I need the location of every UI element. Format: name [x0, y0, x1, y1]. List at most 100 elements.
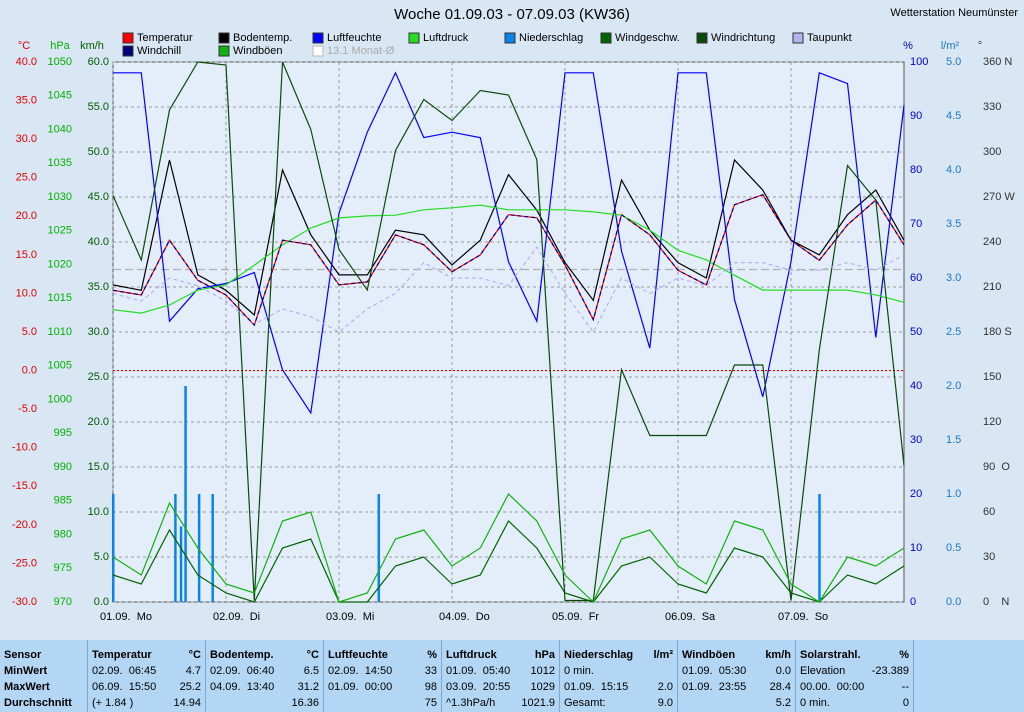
table-cell: 02.09. 06:40 6.5 [210, 663, 319, 679]
row-label-text: Sensor [4, 649, 42, 661]
column-unit: % [899, 649, 909, 661]
table-cell: 01.09. 15:15 2.0 [564, 679, 673, 695]
row-label: Sensor [4, 647, 83, 663]
column-header: Temperatur °C [92, 647, 201, 663]
y-tick-label: 10.0 [16, 287, 37, 299]
bar [179, 526, 183, 602]
y-tick-label: 970 [54, 596, 72, 608]
y-tick-label: 1050 [48, 56, 72, 68]
legend-label: Windböen [233, 45, 283, 57]
y-tick-label: -5.0 [18, 403, 37, 415]
legend-swatch [122, 32, 134, 44]
table-column: Temperatur °C 02.09. 06:45 4.7 06.09. 15:50 2… [88, 640, 206, 712]
table-column: Luftfeuchte% 02.09. 14:50 33 01.09. 00:00 98… [324, 640, 442, 712]
plot-area [112, 61, 905, 603]
column-unit: km/h [765, 649, 791, 661]
cell-label: 01.09. 00:00 [328, 681, 393, 693]
cell-value: -- [901, 681, 909, 693]
legend-swatch [504, 32, 516, 44]
y-tick-label: 70 [910, 218, 922, 230]
axis-unit: ° [978, 40, 982, 52]
y-tick-label: 45.0 [88, 191, 109, 203]
column-unit: % [427, 649, 437, 661]
x-tick-label: 02.09. Di [213, 611, 260, 623]
x-tick-label: 04.09. Do [439, 611, 490, 623]
summary-table: Sensor MinWert MaxWert Durchschnitt Temperat… [0, 640, 1024, 712]
cell-value: 1029 [530, 681, 555, 693]
bar [184, 386, 187, 602]
table-cell: 06.09. 15:50 25.2 [92, 679, 201, 695]
row-label: Durchschnitt [4, 695, 83, 711]
legend-label: Taupunkt [807, 32, 852, 44]
cell-value: 1012 [530, 665, 555, 677]
station-name: Wetterstation Neumünster [890, 7, 1018, 19]
legend-label: Luftfeuchte [327, 32, 381, 44]
table-column: Solarstrahl.% Elevation -23.389 00.00. 00:0… [796, 640, 914, 712]
legend-label: Windgeschw. [615, 32, 680, 44]
y-tick-label: 35.0 [88, 281, 109, 293]
y-tick-label: 150 [983, 371, 1001, 383]
cell-label: 0 min. [564, 665, 594, 677]
table-cell: 04.09. 13:40 31.2 [210, 679, 319, 695]
legend-swatch [312, 32, 324, 44]
y-tick-label: 80 [910, 164, 922, 176]
table-cell: 02.09. 14:50 33 [328, 663, 437, 679]
y-tick-label: 2.0 [946, 380, 961, 392]
column-name: Niederschlag [564, 649, 634, 661]
column-unit: °C [188, 649, 201, 661]
cell-label: 01.09. 15:15 [564, 681, 629, 693]
axis-unit: hPa [50, 40, 70, 52]
table-cell: 01.09. 05:30 0.0 [682, 663, 791, 679]
y-tick-label: 1045 [48, 90, 72, 102]
y-tick-label: 0 N [983, 596, 1009, 608]
cell-label: 02.09. 06:45 [92, 665, 157, 677]
y-tick-label: 25.0 [88, 371, 109, 383]
legend-swatch [218, 32, 230, 44]
table-cell: 02.09. 06:45 4.7 [92, 663, 201, 679]
y-tick-label: 50 [910, 326, 922, 338]
y-tick-label: 25.0 [16, 172, 37, 184]
row-label: MaxWert [4, 679, 83, 695]
bar [197, 494, 201, 602]
y-tick-label: 20 [910, 488, 922, 500]
y-tick-label: 10.0 [88, 506, 109, 518]
y-tick-label: 985 [54, 495, 72, 507]
y-tick-label: 975 [54, 562, 72, 574]
y-tick-label: 60 [910, 272, 922, 284]
y-tick-label: 210 [983, 281, 1001, 293]
legend-label: Niederschlag [519, 32, 583, 44]
legend-label: 13.1 Monat-Ø [327, 45, 395, 57]
column-name: Luftdruck [446, 649, 497, 661]
cell-value: 33 [424, 665, 437, 677]
y-tick-label: 55.0 [88, 101, 109, 113]
y-tick-label: -25.0 [12, 557, 37, 569]
table-cell: 75 [328, 695, 437, 711]
series-line [112, 158, 905, 317]
bar [112, 494, 115, 602]
column-name: Temperatur [92, 649, 152, 661]
y-tick-label: 60 [983, 506, 995, 518]
series-line [112, 204, 905, 314]
axis-unit: km/h [80, 40, 104, 52]
table-column: Bodentemp. °C 02.09. 06:40 6.5 04.09. 13:40 3… [206, 640, 324, 712]
y-tick-label: 30 [910, 434, 922, 446]
y-tick-label: 40.0 [88, 236, 109, 248]
y-tick-label: 15.0 [88, 461, 109, 473]
y-tick-label: 3.5 [946, 218, 961, 230]
legend-label: Temperatur [137, 32, 193, 44]
cell-value: 0.0 [775, 665, 791, 677]
y-tick-label: 1035 [48, 157, 72, 169]
series-line [112, 520, 905, 603]
column-name: Windböen [682, 649, 736, 661]
y-tick-label: 0.0 [94, 596, 109, 608]
cell-value: 0 [902, 697, 909, 709]
cell-value: 5.2 [775, 697, 791, 709]
table-cell: Gesamt: 9.0 [564, 695, 673, 711]
cell-label: Elevation [800, 665, 846, 677]
table-column: Windböen km/h 01.09. 05:30 0.0 01.09. 23:55 2… [678, 640, 796, 712]
cell-value: 16.36 [291, 697, 319, 709]
bar [211, 494, 214, 602]
table-cell: Elevation -23.389 [800, 663, 909, 679]
x-tick-label: 06.09. Sa [665, 611, 716, 623]
axis-unit: % [903, 40, 913, 52]
